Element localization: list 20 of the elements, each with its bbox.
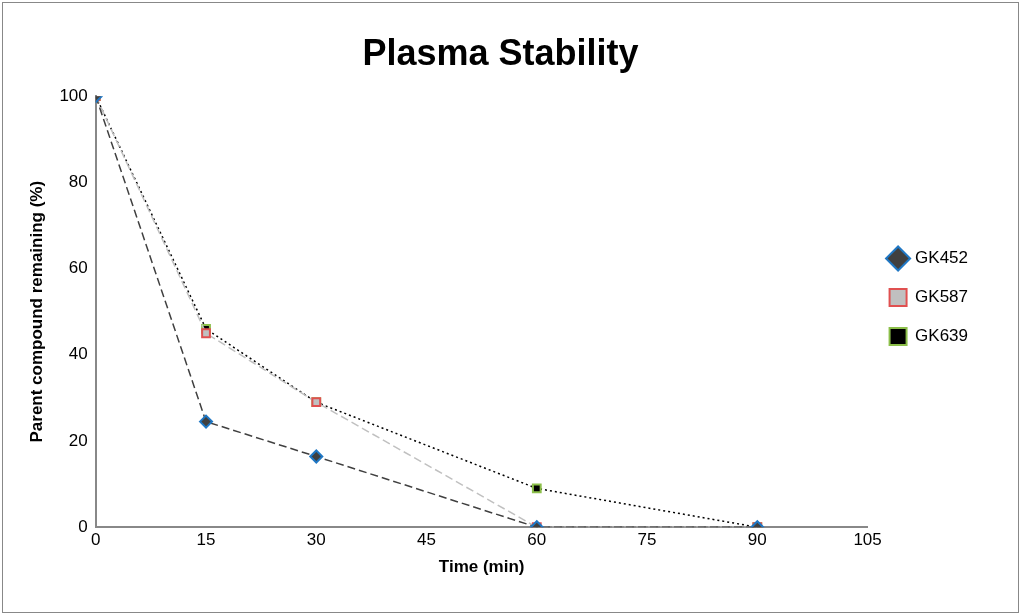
x-tick-label: 30 <box>306 530 326 550</box>
legend-label: GK587 <box>915 287 969 307</box>
legend-label: GK639 <box>915 326 969 346</box>
y-tick-label: 60 <box>68 258 88 278</box>
x-tick-label: 75 <box>637 530 657 550</box>
y-tick-label: 0 <box>78 516 88 536</box>
y-tick-label: 20 <box>68 430 88 450</box>
x-tick-label: 0 <box>91 530 101 550</box>
legend-label: GK452 <box>915 248 969 268</box>
y-tick-label: 80 <box>68 172 88 192</box>
y-tick-label: 40 <box>68 344 88 364</box>
chart-title: Plasma Stability <box>362 31 639 73</box>
x-axis-title: Time (min) <box>438 557 525 577</box>
x-tick-label: 45 <box>417 530 436 550</box>
x-tick-label: 15 <box>196 530 216 550</box>
x-tick-label: 60 <box>527 530 547 550</box>
x-tick-label: 90 <box>747 530 767 550</box>
x-tick-label: 105 <box>853 530 882 550</box>
y-tick-label: 100 <box>59 85 88 105</box>
y-axis-title: Parent compound remaining (%) <box>26 180 46 443</box>
